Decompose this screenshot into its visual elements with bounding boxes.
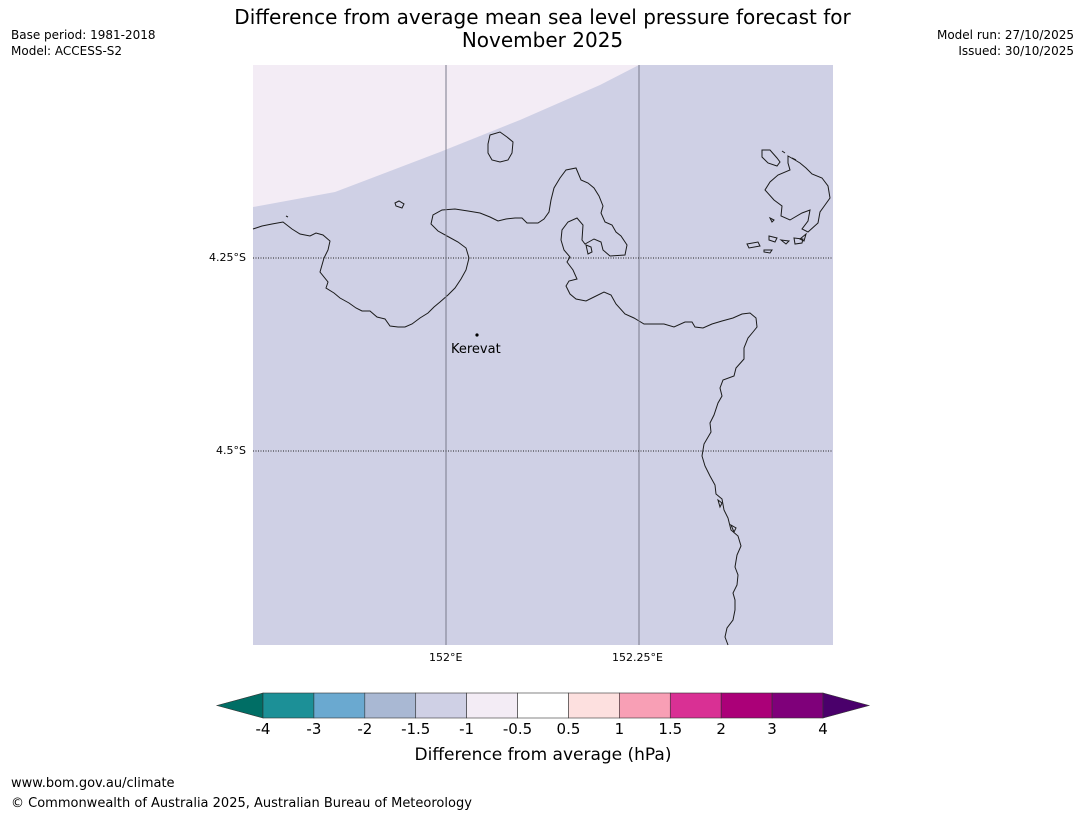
footer-copyright: © Commonwealth of Australia 2025, Austra… xyxy=(11,796,472,811)
colorbar-swatch xyxy=(262,692,315,719)
lat-tick-label: 4.5°S xyxy=(216,444,246,457)
colorbar-swatch xyxy=(415,692,467,719)
colorbar-extend-high xyxy=(822,692,871,719)
meta-left: Base period: 1981-2018 Model: ACCESS-S2 xyxy=(11,27,156,59)
colorbar-tick-label: -0.5 xyxy=(502,720,533,738)
colorbar-swatch xyxy=(568,692,620,719)
lon-tick-label: 152°E xyxy=(429,651,463,664)
colorbar-swatch xyxy=(313,692,366,719)
colorbar-swatch xyxy=(619,692,671,719)
lon-tick-label: 152.25°E xyxy=(612,651,663,664)
footer-url: www.bom.gov.au/climate xyxy=(11,776,175,791)
colorbar-swatch xyxy=(771,692,824,719)
chart-title: Difference from average mean sea level p… xyxy=(190,6,895,52)
kerevat-marker xyxy=(475,333,479,337)
colorbar-extend-low xyxy=(215,692,264,719)
colorbar-swatch xyxy=(669,692,722,719)
colorbar-tick-label: 1 xyxy=(614,720,625,738)
colorbar-swatch xyxy=(517,692,569,719)
title-line-2: November 2025 xyxy=(461,28,624,52)
colorbar-tick-label: 4 xyxy=(818,720,828,738)
base-period: Base period: 1981-2018 xyxy=(11,28,156,42)
colorbar-title: Difference from average (hPa) xyxy=(414,745,672,765)
colorbar-tick-label: 2 xyxy=(716,720,726,738)
colorbar-swatch xyxy=(466,692,518,719)
colorbar-tick-label: -2 xyxy=(357,720,373,738)
colorbar-tick-label: 0.5 xyxy=(556,720,581,738)
issued-date: Issued: 30/10/2025 xyxy=(958,44,1074,58)
model-name: Model: ACCESS-S2 xyxy=(11,44,123,58)
colorbar-tick-label: -3 xyxy=(306,720,322,738)
place-label-kerevat: Kerevat xyxy=(451,342,501,357)
colorbar-swatch xyxy=(364,692,417,719)
colorbar-tick-label: 1.5 xyxy=(658,720,683,738)
colorbar-tick-label: -4 xyxy=(255,720,271,738)
coastline xyxy=(252,131,831,646)
colorbar-swatch xyxy=(720,692,773,719)
title-line-1: Difference from average mean sea level p… xyxy=(234,5,851,29)
colorbar-tick-label: -1.5 xyxy=(401,720,431,738)
model-run: Model run: 27/10/2025 xyxy=(936,28,1074,42)
colorbar-tick-label: -1 xyxy=(459,720,475,738)
meta-right: Model run: 27/10/2025 Issued: 30/10/2025 xyxy=(937,27,1074,59)
colorbar xyxy=(215,692,871,719)
lat-tick-label: 4.25°S xyxy=(209,251,246,264)
colorbar-tick-label: 3 xyxy=(767,720,777,738)
